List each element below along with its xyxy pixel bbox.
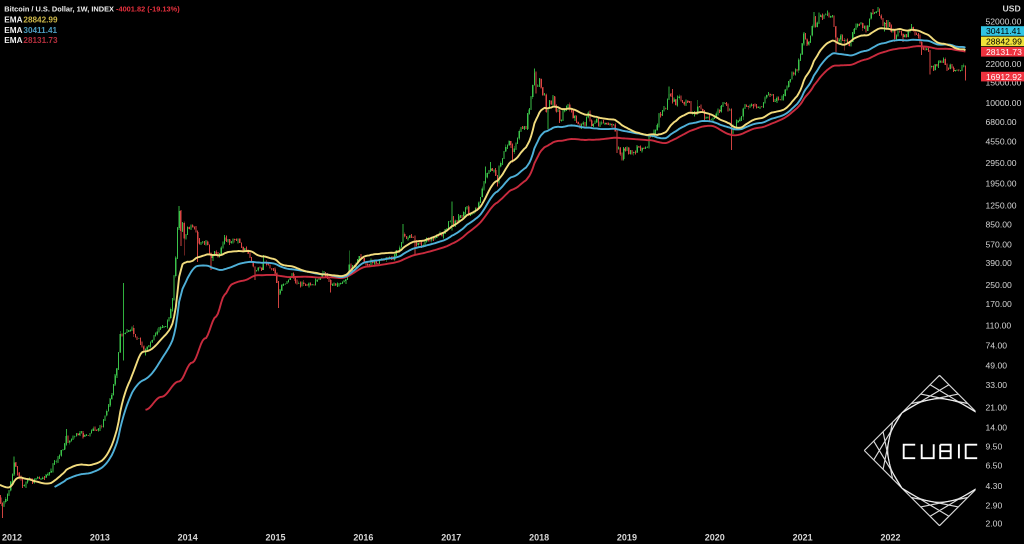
svg-text:2018: 2018 [529,533,549,543]
svg-text:2950.00: 2950.00 [986,158,1017,168]
svg-text:2022: 2022 [880,533,900,543]
svg-text:Bitcoin / U.S. Dollar, 1W, IND: Bitcoin / U.S. Dollar, 1W, INDEX [4,4,114,13]
svg-text:2.90: 2.90 [986,500,1003,510]
svg-text:33.00: 33.00 [986,380,1008,390]
svg-text:2019: 2019 [617,533,637,543]
svg-text:28131.73: 28131.73 [986,47,1022,57]
svg-text:EMA: EMA [4,16,22,25]
svg-text:6800.00: 6800.00 [986,117,1017,127]
svg-text:2017: 2017 [441,533,461,543]
svg-text:2.00: 2.00 [986,519,1003,529]
svg-text:49.00: 49.00 [986,361,1008,371]
svg-text:850.00: 850.00 [986,220,1013,230]
svg-text:14.00: 14.00 [986,423,1008,433]
svg-text:2020: 2020 [705,533,725,543]
svg-text:30411.41: 30411.41 [986,26,1021,36]
svg-text:28842.99: 28842.99 [986,37,1022,47]
svg-text:21.00: 21.00 [986,403,1008,413]
svg-text:2016: 2016 [353,533,373,543]
svg-text:28131.73: 28131.73 [23,36,58,45]
svg-text:1250.00: 1250.00 [986,201,1017,211]
svg-text:1950.00: 1950.00 [986,179,1017,189]
svg-text:2014: 2014 [178,533,198,543]
svg-text:2015: 2015 [266,533,286,543]
svg-text:28842.99: 28842.99 [23,16,58,25]
svg-text:EMA: EMA [4,36,22,45]
svg-text:USD: USD [1003,4,1021,14]
svg-text:2012: 2012 [2,533,22,543]
svg-text:570.00: 570.00 [986,239,1013,249]
svg-text:4550.00: 4550.00 [986,137,1017,147]
svg-text:2021: 2021 [793,533,813,543]
svg-text:390.00: 390.00 [986,258,1013,268]
svg-text:9.50: 9.50 [986,442,1003,452]
svg-text:EMA: EMA [4,26,22,35]
svg-text:6.50: 6.50 [986,460,1003,470]
svg-text:110.00: 110.00 [986,321,1012,331]
svg-text:16912.92: 16912.92 [986,72,1022,82]
svg-text:2013: 2013 [90,533,110,543]
svg-text:10000.00: 10000.00 [986,98,1022,108]
svg-text:22000.00: 22000.00 [986,59,1022,69]
svg-text:15000.00: 15000.00 [986,78,1022,88]
svg-text:250.00: 250.00 [986,280,1013,290]
svg-text:52000.00: 52000.00 [986,16,1022,26]
svg-text:170.00: 170.00 [986,299,1013,309]
svg-text:-4001.82 (-19.13%): -4001.82 (-19.13%) [116,4,180,13]
svg-text:4.30: 4.30 [986,481,1003,491]
svg-text:74.00: 74.00 [986,340,1008,350]
svg-text:30411.41: 30411.41 [23,26,57,35]
